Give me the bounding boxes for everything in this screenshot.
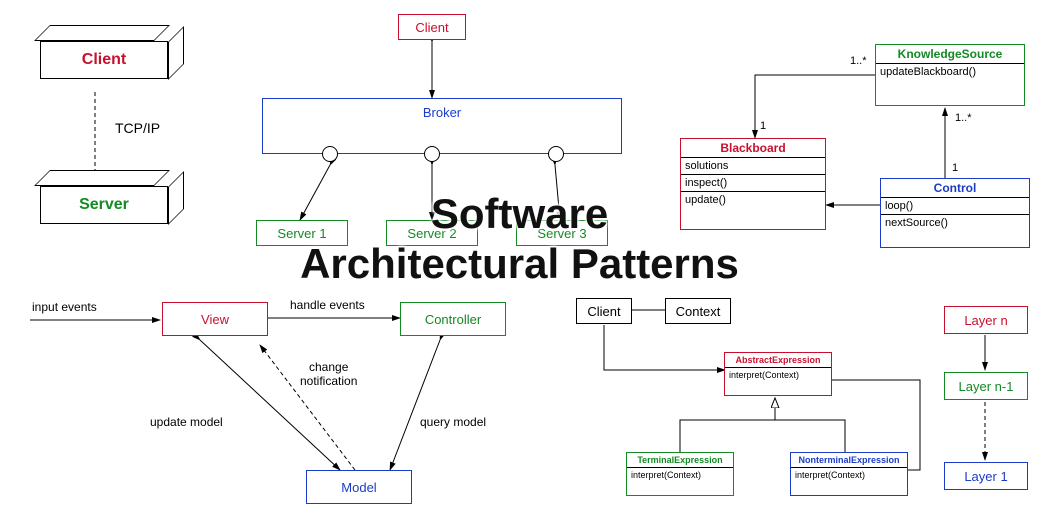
broker-port-3 — [548, 146, 564, 162]
blackboard-mult: 1 — [760, 120, 766, 132]
abstract-expression-name: AbstractExpression — [725, 353, 831, 368]
abstract-expression-method: interpret(Context) — [725, 368, 831, 382]
abstract-expression-box: AbstractExpression interpret(Context) — [724, 352, 832, 396]
ks-mult-top: 1..* — [850, 55, 867, 67]
mvc-controller: Controller — [400, 302, 506, 336]
broker-client-box: Client — [398, 14, 466, 40]
terminal-expression-method: interpret(Context) — [627, 468, 733, 482]
mvc-query-model: query model — [420, 415, 486, 429]
broker-server-3: Server 3 — [516, 220, 608, 246]
blackboard-box: Blackboard solutions inspect() update() — [680, 138, 826, 230]
client-box: Client — [40, 41, 168, 79]
blackboard-method-2: update() — [681, 192, 825, 208]
blackboard-name: Blackboard — [681, 139, 825, 158]
interpreter-context: Context — [665, 298, 731, 324]
mvc-update-model: update model — [150, 415, 223, 429]
mvc-input-events: input events — [32, 300, 97, 314]
broker-box: Broker — [262, 98, 622, 154]
terminal-expression-name: TerminalExpression — [627, 453, 733, 468]
nonterminal-expression-box: NonterminalExpression interpret(Context) — [790, 452, 908, 496]
knowledge-source-box: KnowledgeSource updateBlackboard() — [875, 44, 1025, 106]
layer-n: Layer n — [944, 306, 1028, 334]
blackboard-attr: solutions — [681, 158, 825, 175]
interpreter-client: Client — [576, 298, 632, 324]
mvc-model: Model — [306, 470, 412, 504]
layer-1: Layer 1 — [944, 462, 1028, 490]
terminal-expression-box: TerminalExpression interpret(Context) — [626, 452, 734, 496]
mvc-change-notification: change notification — [300, 360, 357, 388]
knowledge-source-name: KnowledgeSource — [876, 45, 1024, 64]
control-box: Control loop() nextSource() — [880, 178, 1030, 248]
knowledge-source-method: updateBlackboard() — [876, 64, 1024, 80]
layer-n-1: Layer n-1 — [944, 372, 1028, 400]
control-mult: 1 — [952, 162, 958, 174]
blackboard-method-1: inspect() — [681, 175, 825, 192]
tcpip-label: TCP/IP — [115, 120, 160, 136]
ks-mult-bottom: 1..* — [955, 112, 972, 124]
nonterminal-expression-method: interpret(Context) — [791, 468, 907, 482]
control-method-1: loop() — [881, 198, 1029, 215]
control-method-2: nextSource() — [881, 215, 1029, 231]
control-name: Control — [881, 179, 1029, 198]
nonterminal-expression-name: NonterminalExpression — [791, 453, 907, 468]
broker-port-2 — [424, 146, 440, 162]
mvc-view: View — [162, 302, 268, 336]
broker-port-1 — [322, 146, 338, 162]
mvc-handle-events: handle events — [290, 298, 365, 312]
broker-server-1: Server 1 — [256, 220, 348, 246]
server-box: Server — [40, 186, 168, 224]
broker-server-2: Server 2 — [386, 220, 478, 246]
